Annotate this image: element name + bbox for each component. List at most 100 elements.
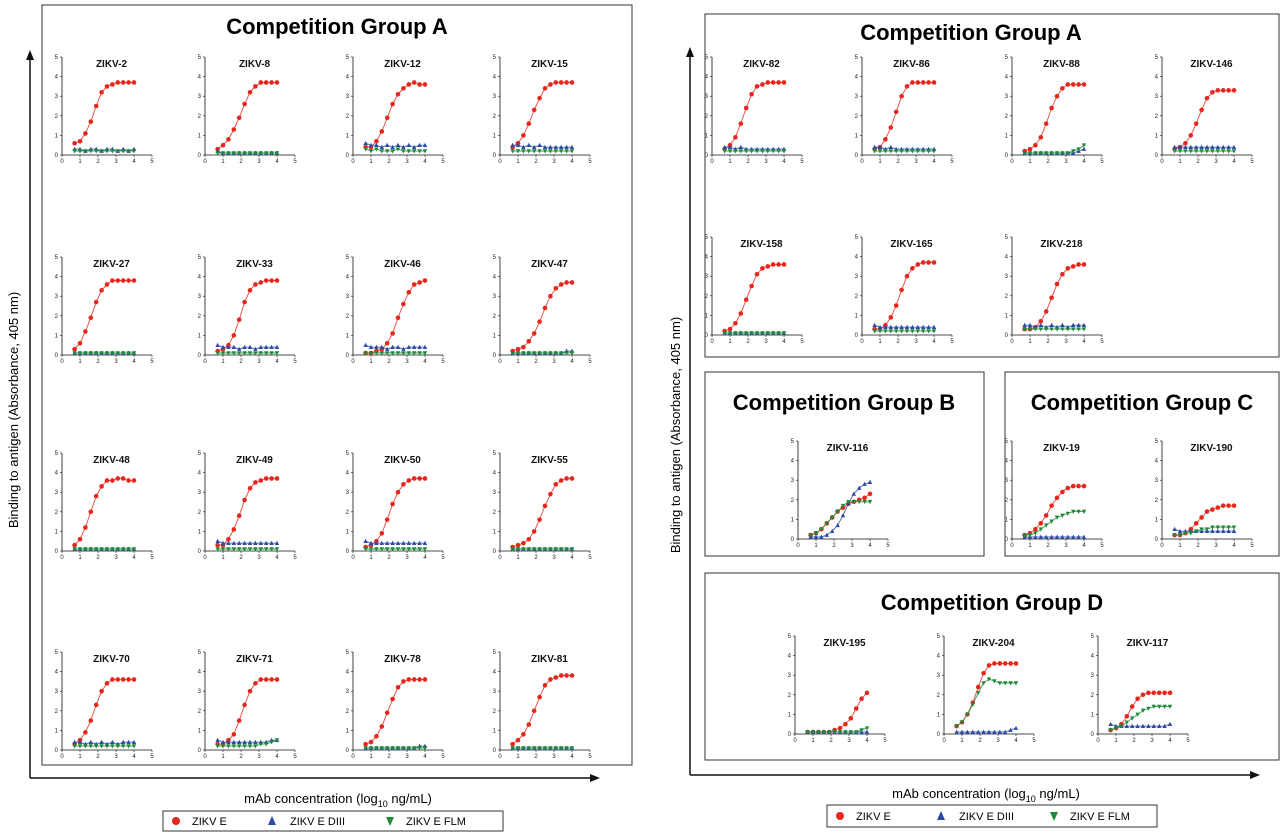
point-zikv-e-flm [910, 149, 915, 154]
point-zikv-e-flm [921, 329, 926, 334]
point-zikv-e-flm [1076, 509, 1081, 514]
point-zikv-e-diii [417, 142, 422, 147]
panel-x-tick-label: 5 [150, 159, 154, 165]
panel-x-tick-label: 4 [932, 339, 936, 345]
panel-zikv-71: 0 1 2 3 4 5 0 1 2 3 4 5 ZIKV-71 [198, 650, 298, 760]
point-zikv-e-flm [237, 151, 242, 156]
point-zikv-e-diii [1146, 723, 1151, 728]
point-zikv-e-diii [1231, 528, 1237, 533]
point-zikv-e [754, 271, 760, 277]
point-zikv-e-flm [1231, 525, 1237, 530]
point-zikv-e [83, 329, 88, 334]
point-zikv-e-flm [274, 738, 280, 743]
point-zikv-e-flm [894, 329, 899, 334]
panel-x-tick-label: 3 [850, 543, 854, 549]
point-zikv-e-flm [1194, 529, 1199, 534]
panel-y-tick-label: 0 [346, 549, 350, 555]
panel-title: ZIKV-81 [531, 654, 568, 665]
point-zikv-e [247, 688, 253, 694]
panel-y-tick-label: 2 [198, 114, 202, 120]
point-zikv-e-flm [401, 547, 406, 552]
panel-x-tick-label: 3 [1064, 159, 1068, 165]
point-zikv-e-flm [379, 351, 384, 356]
point-zikv-e-flm [274, 351, 280, 356]
panel-x-tick-label: 2 [1196, 543, 1200, 549]
point-zikv-e [77, 340, 83, 346]
series-line-e [217, 280, 277, 352]
series-line-e [807, 692, 868, 733]
point-zikv-e-flm [422, 746, 428, 751]
point-zikv-e [231, 333, 237, 338]
panel-y-tick-label: 2 [346, 709, 350, 715]
point-zikv-e-flm [521, 351, 526, 356]
point-zikv-e-flm [749, 149, 754, 154]
point-zikv-e-diii [1065, 534, 1070, 539]
panel-y-tick-label: 4 [55, 75, 59, 81]
panel-x-tick-label: 3 [914, 159, 918, 165]
panel-y-tick-label: 1 [346, 529, 350, 535]
point-zikv-e [1013, 661, 1019, 666]
point-zikv-e [422, 677, 428, 682]
panel-y-tick-label: 5 [1005, 235, 1009, 241]
point-zikv-e-flm [781, 149, 787, 154]
point-zikv-e [738, 311, 744, 316]
point-zikv-e [274, 278, 280, 283]
point-zikv-e-flm [1033, 327, 1038, 332]
point-zikv-e [263, 476, 269, 481]
point-zikv-e-diii [981, 729, 986, 734]
point-zikv-e-flm [258, 547, 263, 552]
point-zikv-e [1199, 107, 1204, 113]
point-zikv-e [417, 280, 422, 285]
panel-x-tick-label: 5 [441, 159, 445, 165]
point-zikv-e-flm [220, 547, 226, 552]
panel-x-tick-label: 4 [132, 754, 136, 760]
point-zikv-e [1199, 515, 1204, 520]
panel-x-tick-label: 2 [978, 738, 982, 744]
point-zikv-e [93, 493, 99, 499]
point-zikv-e [997, 661, 1003, 666]
point-zikv-e [390, 101, 395, 107]
point-zikv-e [110, 82, 115, 87]
point-zikv-e [236, 513, 242, 519]
point-zikv-e [131, 677, 137, 682]
point-zikv-e-diii [220, 344, 226, 349]
legend-right-marker-e [836, 812, 844, 820]
panel-y-tick-label: 4 [1091, 654, 1095, 660]
point-zikv-e-diii [1049, 322, 1054, 327]
point-zikv-e-diii [412, 540, 417, 545]
point-zikv-e-flm [374, 351, 379, 356]
point-zikv-e-flm [72, 351, 77, 356]
point-zikv-e-flm [1049, 327, 1054, 332]
point-zikv-e-flm [231, 547, 236, 552]
panel-x-tick-label: 5 [293, 359, 297, 365]
point-zikv-e [274, 677, 280, 682]
point-zikv-e-diii [1076, 534, 1081, 539]
panel-y-tick-label: 0 [346, 353, 350, 359]
panel-y-tick-label: 0 [55, 353, 59, 359]
point-zikv-e-flm [77, 744, 83, 749]
panel-x-tick-label: 1 [78, 359, 82, 365]
series-line-e [724, 263, 784, 332]
panel-x-tick-label: 0 [203, 555, 207, 561]
point-zikv-e [1081, 82, 1087, 87]
point-zikv-e [99, 89, 104, 95]
point-zikv-e-flm [986, 677, 992, 682]
point-zikv-e [126, 677, 131, 682]
point-zikv-e-flm [72, 547, 77, 552]
point-zikv-e [1070, 82, 1076, 87]
panel-y-tick-label: 2 [493, 314, 497, 320]
point-zikv-e-diii [1226, 144, 1231, 149]
point-zikv-e [269, 278, 274, 283]
point-zikv-e-flm [553, 547, 558, 552]
point-zikv-e-diii [1204, 144, 1210, 149]
point-zikv-e [120, 476, 126, 481]
panel-y-tick-label: 0 [346, 153, 350, 159]
point-zikv-e [1002, 661, 1008, 666]
point-zikv-e-flm [843, 730, 848, 735]
point-zikv-e [417, 82, 422, 87]
panel-x-tick-label: 0 [860, 339, 864, 345]
point-zikv-e-flm [131, 744, 137, 749]
point-zikv-e-flm [401, 351, 406, 356]
point-zikv-e-flm [390, 547, 395, 552]
point-zikv-e-flm [569, 547, 575, 552]
